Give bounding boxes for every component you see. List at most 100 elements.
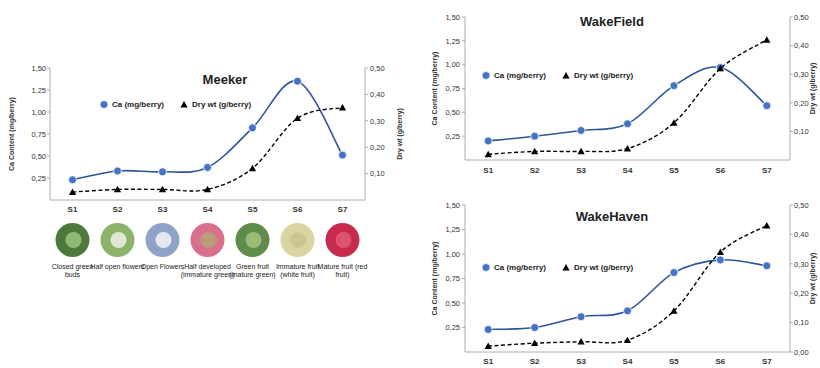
series-marker (531, 132, 539, 140)
legend-label: Ca (mg/berry) (494, 71, 546, 80)
series-marker (69, 176, 77, 184)
series-marker (531, 148, 538, 154)
y-tick (47, 68, 50, 69)
stage-picture-detail (336, 232, 352, 248)
y2-tick (790, 352, 793, 353)
y-tick-label: 1,00 (445, 250, 460, 259)
series-line (73, 81, 343, 180)
stage-label: Green fruit (mature green) (225, 263, 281, 279)
x-tick-label: S3 (576, 357, 586, 366)
legend-marker (100, 101, 108, 109)
x-tick-label: S2 (113, 205, 123, 214)
y2-tick-label: 0,20 (794, 289, 809, 298)
x-tick-label: S7 (762, 166, 772, 175)
series-marker (763, 102, 771, 110)
y2-tick-label: 0,40 (794, 41, 809, 50)
series-marker (717, 248, 724, 254)
chart-1: 0,250,500,751,001,251,500,100,200,300,40… (431, 13, 817, 175)
legend-label: Ca (mg/berry) (494, 263, 546, 272)
x-tick-label: S4 (623, 357, 633, 366)
plot-marks (484, 222, 771, 349)
stage-picture-detail (201, 232, 217, 248)
series-marker (249, 165, 256, 171)
legend-label: Dry wt (g/berry) (574, 263, 633, 272)
y-tick (462, 112, 465, 113)
y-tick (462, 229, 465, 230)
x-tick-label: S5 (669, 357, 679, 366)
legend-label: Dry wt (g/berry) (192, 100, 251, 109)
x-axis-line (465, 160, 790, 161)
series-marker (763, 222, 770, 228)
legend-marker (562, 72, 569, 78)
y-tick (47, 156, 50, 157)
stage-label: Immature fruit (white fruit) (270, 263, 326, 279)
series-marker (485, 343, 492, 349)
y2-tick-label: 0,10 (370, 169, 385, 178)
series-marker (624, 145, 631, 151)
y-tick (47, 90, 50, 91)
y2-axis-line (790, 205, 791, 352)
legend-marker (180, 101, 187, 107)
plot-marks (484, 36, 771, 157)
x-tick-label: S1 (483, 166, 493, 175)
series-marker (624, 337, 631, 343)
y2-tick-label: 0,30 (794, 260, 809, 269)
y-tick-label: 0,75 (445, 274, 460, 283)
x-tick-label: S5 (669, 166, 679, 175)
stage-picture-detail (291, 232, 307, 248)
series-marker (763, 262, 771, 270)
series-marker (159, 186, 166, 192)
series-marker (294, 115, 301, 121)
y-tick-label: 0,75 (445, 84, 460, 93)
series-marker (484, 325, 492, 333)
chart-title: Meeker (203, 72, 248, 87)
y2-tick (790, 131, 793, 132)
chart-title: WakeHaven (576, 209, 649, 224)
y-tick-label: 0,25 (31, 174, 46, 183)
series-marker (531, 340, 538, 346)
y-tick-label: 1,50 (445, 13, 460, 22)
y-tick-label: 0,75 (31, 130, 46, 139)
stage-picture (146, 223, 180, 257)
y2-tick (790, 74, 793, 75)
y-tick (462, 64, 465, 65)
x-axis-line (50, 200, 365, 201)
y2-tick-label: 0,50 (794, 13, 809, 22)
y2-tick-label: 0,30 (370, 117, 385, 126)
x-tick-label: S4 (623, 166, 633, 175)
y-tick (462, 17, 465, 18)
stage-picture-detail (111, 232, 127, 248)
series-line (73, 108, 343, 192)
x-tick-label: S6 (293, 205, 303, 214)
x-tick-label: S3 (576, 166, 586, 175)
y-tick-label: 0,50 (31, 152, 46, 161)
x-tick-label: S5 (248, 205, 258, 214)
y2-tick (790, 322, 793, 323)
y-tick-label: 1,25 (445, 37, 460, 46)
y2-tick (790, 205, 793, 206)
y-tick-label: 1,50 (445, 201, 460, 210)
chart-0: 0,250,500,751,001,251,500,100,200,300,40… (8, 64, 404, 257)
y-tick-label: 0,25 (445, 323, 460, 332)
x-tick-label: S4 (203, 205, 213, 214)
legend-marker (562, 264, 569, 270)
series-marker (670, 119, 677, 125)
y2-tick-label: 0,50 (370, 64, 385, 73)
legend-marker (482, 264, 490, 272)
y2-axis-title: Dry wt (g/berry) (809, 63, 817, 115)
y2-tick-label: 0,10 (794, 127, 809, 136)
series-marker (624, 120, 632, 128)
stage-picture (281, 223, 315, 257)
series-line (488, 40, 767, 154)
y-tick (47, 134, 50, 135)
x-tick-label: S1 (483, 357, 493, 366)
plot-marks (69, 77, 347, 195)
y-tick (462, 254, 465, 255)
series-marker (531, 324, 539, 332)
series-marker (204, 186, 211, 192)
x-axis-line (465, 352, 790, 353)
y-tick-label: 1,25 (445, 225, 460, 234)
y2-tick (365, 147, 368, 148)
y-tick (462, 88, 465, 89)
stage-picture (191, 223, 225, 257)
